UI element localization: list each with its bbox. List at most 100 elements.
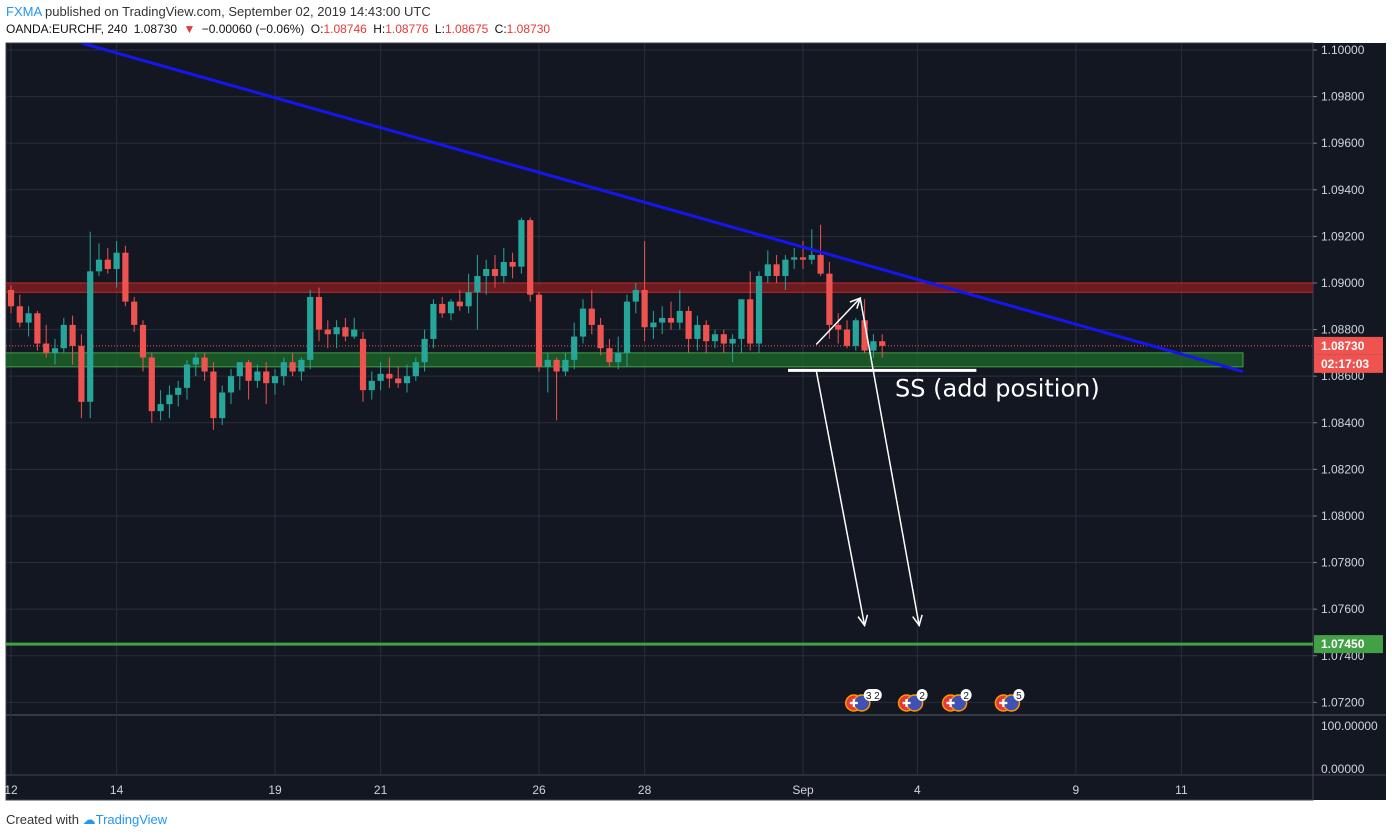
- candle: [395, 366, 402, 388]
- current-price-label: 1.08730: [1321, 339, 1365, 353]
- candle: [456, 289, 463, 311]
- candle-body: [606, 348, 613, 363]
- candle: [16, 294, 23, 328]
- candle-body: [799, 257, 807, 260]
- high-value: 1.08776: [385, 22, 429, 36]
- candle: [571, 322, 578, 370]
- candle: [755, 271, 763, 353]
- y-tick-label: 1.10000: [1321, 43, 1365, 57]
- candle-body: [280, 362, 287, 377]
- candle-body: [183, 364, 191, 388]
- candle-body: [571, 336, 578, 360]
- bar-countdown-label: 02:17:03: [1321, 357, 1369, 371]
- candle: [271, 369, 279, 395]
- candle-body: [421, 338, 428, 363]
- candle: [289, 352, 296, 377]
- chart-background: [6, 43, 1386, 800]
- bar-countdown-label-bg: [1314, 354, 1383, 373]
- economic-event-icon: ✚2: [941, 689, 972, 712]
- economic-event-icon: ✚ 3 2: [845, 689, 882, 712]
- candle: [562, 352, 569, 377]
- event-count: 2: [919, 691, 925, 702]
- y-tick-label: 1.07600: [1321, 602, 1365, 616]
- target-price-label-bg: [1314, 635, 1383, 654]
- candle-body: [562, 359, 569, 372]
- candle-body: [386, 373, 393, 379]
- candle-body: [377, 373, 384, 381]
- candle: [782, 255, 789, 290]
- candle-body: [623, 301, 631, 353]
- candle: [527, 217, 534, 302]
- annotation-arrow: [859, 297, 920, 626]
- low-label: L:: [434, 22, 445, 36]
- candle-body: [588, 308, 595, 325]
- symbol-name[interactable]: OANDA:EURCHF, 240: [6, 22, 128, 36]
- candle: [87, 231, 94, 419]
- candle: [843, 320, 851, 349]
- candle-body: [368, 380, 375, 391]
- current-price-label-bg: [1314, 336, 1383, 355]
- y-tick-label: 1.08200: [1321, 462, 1365, 476]
- event-cross-icon: ✚: [946, 697, 955, 710]
- candle-body: [34, 313, 41, 344]
- candle: [183, 359, 191, 400]
- candle: [263, 362, 270, 405]
- candle-body: [439, 303, 446, 314]
- candle-body: [685, 310, 692, 339]
- candle-body: [412, 362, 419, 377]
- candle: [650, 310, 657, 339]
- candle-body: [307, 296, 314, 360]
- candle: [60, 317, 67, 353]
- target-price-label: 1.07450: [1321, 637, 1365, 651]
- event-cross-icon: ✚: [999, 697, 1008, 710]
- candle: [131, 296, 138, 332]
- candle-body: [95, 259, 103, 272]
- candle: [377, 362, 384, 391]
- y-tick-label: 1.09200: [1321, 229, 1365, 243]
- low-value: 1.08675: [444, 22, 489, 36]
- candle-body: [579, 308, 587, 337]
- candle: [412, 357, 419, 381]
- y-tick-label: 1.09000: [1321, 276, 1365, 290]
- candle: [219, 385, 226, 426]
- candle-body: [711, 334, 719, 342]
- x-tick-label: 4: [914, 783, 921, 797]
- candle-body: [615, 352, 622, 363]
- candle-body: [553, 359, 560, 372]
- author-name[interactable]: FXMA: [6, 4, 42, 19]
- candle-body: [7, 289, 15, 307]
- candle-body: [104, 259, 111, 269]
- candle-body: [843, 329, 851, 346]
- candle: [78, 334, 85, 419]
- candle: [359, 331, 367, 402]
- candle-body: [535, 294, 543, 367]
- candle-body: [122, 252, 129, 302]
- candle-body: [650, 322, 657, 328]
- candle: [535, 292, 543, 372]
- economic-event-icon: ✚5: [994, 689, 1025, 712]
- last-price: 1.08730: [133, 22, 178, 36]
- candle: [852, 317, 859, 351]
- candle: [465, 273, 472, 314]
- change-down-icon: ▼: [183, 22, 196, 36]
- candle-body: [131, 301, 138, 325]
- candle: [588, 289, 595, 335]
- annotation-text: SS (add position): [895, 374, 1100, 402]
- candle-body: [113, 252, 120, 269]
- open-label: O:: [310, 22, 324, 36]
- candle: [201, 352, 208, 381]
- candle: [676, 289, 683, 330]
- candle-body: [764, 264, 771, 276]
- candle: [491, 255, 499, 288]
- event-count-badge: [1013, 689, 1025, 701]
- candle-body: [403, 376, 411, 384]
- candle: [148, 352, 155, 423]
- y-tick-label: 1.09400: [1321, 183, 1365, 197]
- candle-body: [236, 362, 243, 377]
- candle: [113, 241, 120, 288]
- candle: [764, 250, 771, 283]
- x-tick-label: 14: [110, 783, 124, 797]
- tradingview-brand[interactable]: TradingView: [95, 812, 168, 827]
- x-tick-label: Sep: [792, 783, 814, 797]
